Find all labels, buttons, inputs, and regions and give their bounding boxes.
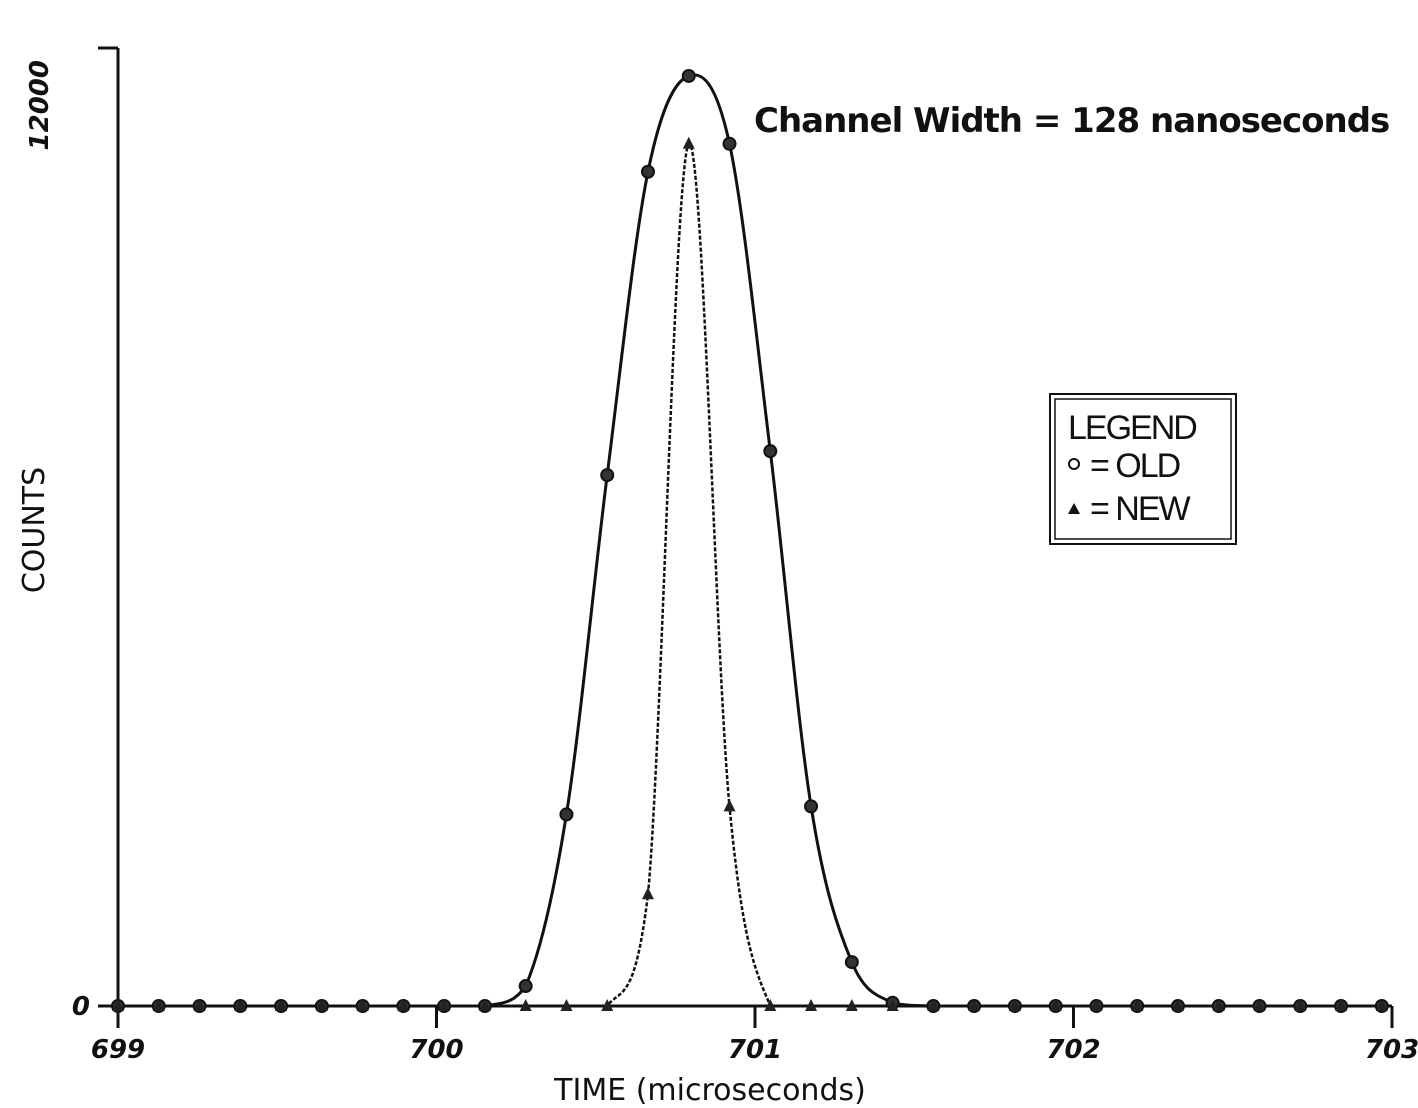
point-new (275, 999, 288, 1011)
point-new (478, 999, 491, 1011)
legend-new-marker (1068, 503, 1080, 514)
x-tick-label: 699 (91, 1035, 145, 1065)
y-axis-title: COUNTS (17, 467, 52, 593)
point-new (1008, 999, 1021, 1011)
point-new (315, 999, 328, 1011)
point-old (804, 799, 819, 814)
x-tick-label: 700 (409, 1035, 463, 1065)
point-new (886, 999, 899, 1011)
x-tick-label: 701 (728, 1035, 782, 1065)
point-new (723, 799, 736, 812)
point-new (112, 999, 124, 1011)
point-new (927, 999, 940, 1011)
point-old (681, 68, 696, 83)
point-new (1253, 999, 1266, 1011)
point-new (397, 999, 410, 1011)
legend-old-label: = OLD (1090, 447, 1180, 485)
x-tick-label: 702 (1046, 1035, 1100, 1065)
point-new (1090, 999, 1103, 1011)
point-old (518, 979, 533, 994)
point-new (1171, 999, 1184, 1011)
point-new (805, 999, 818, 1011)
point-new (234, 999, 247, 1011)
point-old (844, 955, 859, 970)
point-new (1294, 999, 1307, 1011)
point-old (763, 444, 778, 459)
markers (111, 68, 1389, 1013)
point-new (1049, 999, 1062, 1011)
point-new (968, 999, 981, 1011)
chart-annotation: Channel Width = 128 nanoseconds (754, 101, 1389, 141)
legend-title: LEGEND (1068, 409, 1196, 447)
y-tick-label-zero: 0 (72, 992, 90, 1022)
series-line-old (118, 73, 1382, 1008)
point-new (1375, 999, 1388, 1011)
x-tick-label: 703 (1365, 1035, 1418, 1065)
axes (98, 46, 1392, 1008)
legend-new-label: = NEW (1090, 490, 1191, 528)
point-new (641, 887, 654, 900)
point-new (601, 999, 614, 1011)
x-axis-title: TIME (microseconds) (553, 1073, 866, 1108)
point-old (722, 136, 737, 151)
x-ticks: 699 700 701 702 703 (91, 1006, 1418, 1065)
legend-old-marker (1068, 458, 1080, 470)
point-new (764, 999, 777, 1011)
point-new (519, 999, 532, 1011)
point-new (845, 999, 858, 1011)
point-new (1335, 999, 1348, 1011)
legend-box-inner (1054, 398, 1232, 540)
point-new (1131, 999, 1144, 1011)
legend: LEGEND = OLD = NEW (1049, 393, 1237, 545)
legend-box-outer (1049, 393, 1237, 545)
point-new (356, 999, 369, 1011)
curves (118, 73, 1382, 1008)
y-tick-label-top: 12000 (25, 60, 55, 150)
point-new (1212, 999, 1225, 1011)
point-new (560, 999, 573, 1011)
point-new (438, 999, 451, 1011)
point-new (682, 136, 695, 149)
point-old (600, 468, 615, 483)
point-new (193, 999, 206, 1011)
point-new (152, 999, 165, 1011)
point-old (559, 807, 574, 822)
point-old (640, 164, 655, 179)
